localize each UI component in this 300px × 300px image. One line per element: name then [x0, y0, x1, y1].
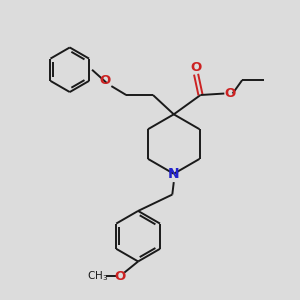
- Text: O: O: [190, 61, 202, 74]
- Text: CH$_3$: CH$_3$: [87, 269, 109, 283]
- Text: O: O: [224, 87, 235, 100]
- Text: O: O: [115, 270, 126, 284]
- Text: N: N: [168, 167, 180, 181]
- Text: O: O: [99, 74, 110, 87]
